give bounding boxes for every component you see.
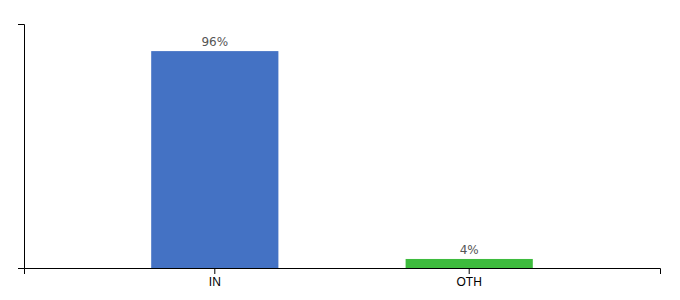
x-axis: IN OTH: [25, 268, 661, 289]
x-tick: IN: [209, 268, 221, 289]
data-label: 96%: [201, 35, 228, 49]
x-tick-label: OTH: [457, 275, 482, 289]
y-axis-line: [18, 25, 25, 269]
bar: [406, 259, 533, 268]
chart: 96% 4% IN OTH: [0, 0, 680, 300]
data-labels: 96% 4%: [201, 35, 478, 257]
x-tick-label: IN: [209, 275, 221, 289]
y-axis: [18, 25, 25, 269]
x-tick: OTH: [457, 268, 482, 289]
bars: [151, 51, 533, 268]
x-tick-mark: [214, 268, 215, 274]
x-axis-line: [25, 269, 661, 275]
plot: 96% 4% IN OTH: [18, 25, 661, 289]
bar: [151, 51, 278, 268]
x-tick-mark: [469, 268, 470, 274]
data-label: 4%: [460, 243, 479, 257]
